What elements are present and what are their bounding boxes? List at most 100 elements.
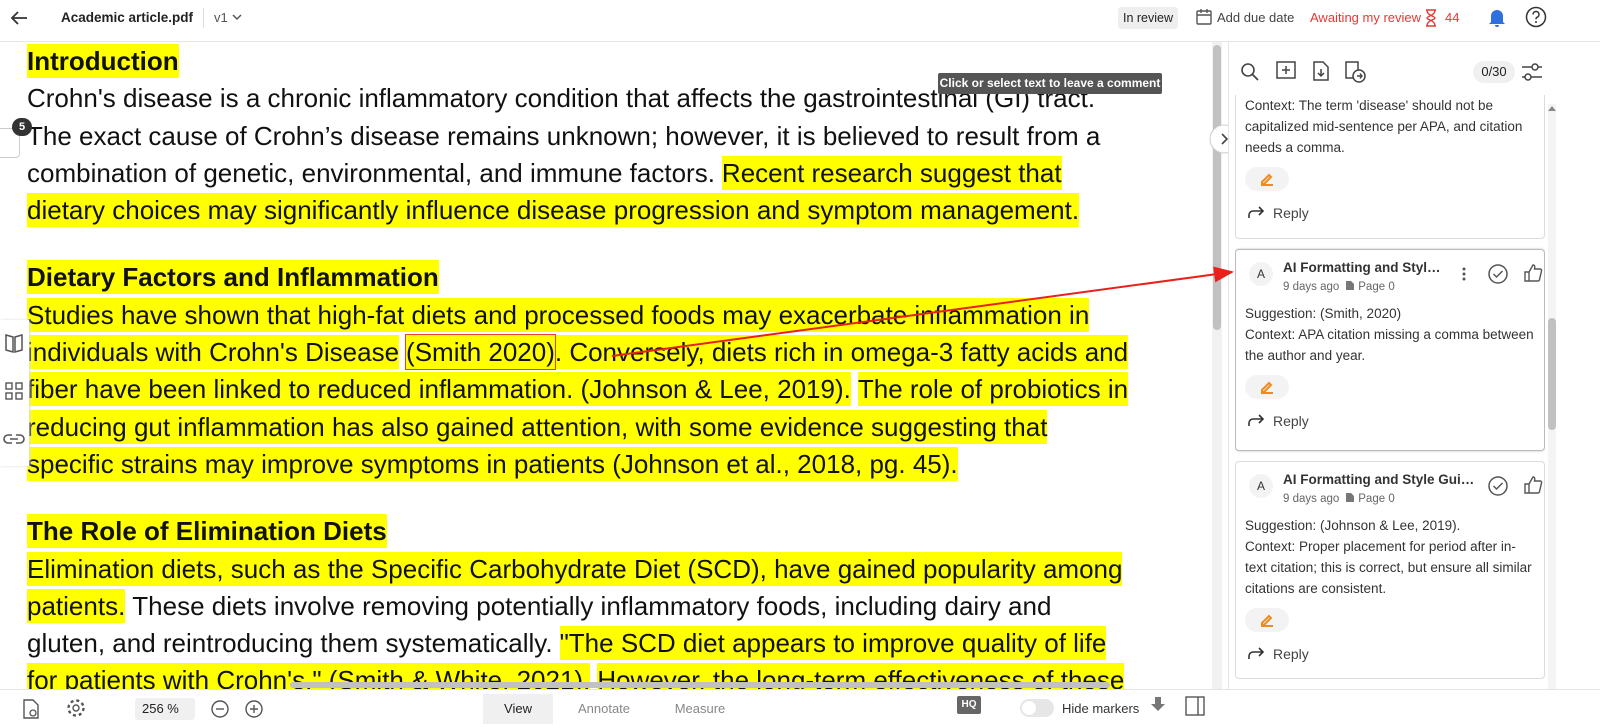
suggestion: Suggestion: (Johnson & Lee, 2019).: [1245, 518, 1461, 533]
review-label: Awaiting my review: [1310, 10, 1422, 25]
settings-icon[interactable]: [66, 698, 86, 718]
text-line: patients. These diets involve removing po…: [0, 588, 1210, 625]
edit-button[interactable]: [1245, 167, 1289, 191]
comment-header: A AI Formatting and Styl… 9 days ago Page 0: [1245, 250, 1543, 303]
text: Crohn's disease is a chronic inflammator…: [27, 83, 1096, 114]
comment-header: A AI Formatting and Style Gui… 9 days ago P…: [1245, 462, 1543, 515]
due-date[interactable]: Add due date: [1217, 10, 1295, 25]
text-line: gluten, and reintroducing them systemati…: [0, 625, 1210, 662]
like-icon[interactable]: [1523, 263, 1543, 283]
like-icon[interactable]: [1523, 475, 1543, 495]
avatar: A: [1249, 262, 1273, 286]
heading: Introduction: [27, 44, 179, 78]
reply[interactable]: Reply: [1245, 642, 1535, 666]
text-line: fiber have been linked to reduced inflam…: [0, 371, 1210, 408]
context: Context: The term 'disease' should not b…: [1245, 98, 1523, 155]
comment-list: Context: The term 'disease' should not b…: [1235, 95, 1545, 690]
scroll-thumb-horizontal[interactable]: [290, 682, 1110, 688]
text: The exact cause of Crohn’s disease remai…: [27, 120, 1101, 151]
page-icon[interactable]: [1344, 492, 1356, 503]
toggle[interactable]: [1020, 699, 1054, 717]
scroll-up[interactable]: [1547, 104, 1557, 112]
text-line: Crohn's disease is a chronic inflammator…: [0, 80, 1210, 117]
book-icon[interactable]: [4, 332, 24, 354]
download-icon[interactable]: [1150, 696, 1166, 714]
pencil-icon[interactable]: [1259, 379, 1275, 395]
file-icon[interactable]: [22, 698, 40, 720]
reply[interactable]: Reply: [1245, 409, 1535, 433]
add-comment-icon[interactable]: [1275, 60, 1297, 82]
section: Introduction Crohn's disease is a chronic…: [0, 43, 1210, 229]
mode-tab[interactable]: Measure: [674, 701, 726, 716]
section: Dietary Factors and Inflammation Studies …: [0, 259, 1210, 483]
highlighted-text: Elimination diets, such as the Specific …: [27, 551, 1123, 586]
document[interactable]: Introduction Crohn's disease is a chronic…: [0, 42, 1210, 689]
heading-line: Dietary Factors and Inflammation: [0, 259, 1210, 296]
reply-icon[interactable]: [1247, 414, 1265, 428]
text: gluten, and reintroducing them systemati…: [27, 628, 553, 659]
resolve-icon[interactable]: [1487, 475, 1509, 497]
grid-icon[interactable]: [5, 382, 23, 400]
scroll-thumb[interactable]: [1213, 45, 1221, 330]
time: 9 days ago: [1283, 493, 1340, 505]
search-icon[interactable]: [1240, 62, 1260, 82]
highlighted-text: . Conversely, diets rich in omega-3 fatt…: [554, 335, 1129, 370]
quality-badge[interactable]: HQ: [957, 696, 981, 714]
link-icon[interactable]: [3, 432, 25, 446]
comment-card[interactable]: A AI Formatting and Styl… 9 days ago Page 0…: [1235, 249, 1545, 451]
help-icon[interactable]: [1525, 6, 1547, 28]
comment-body: Suggestion: (Johnson & Lee, 2019). Contex…: [1245, 515, 1535, 599]
highlighted-text: dietary choices may significantly influe…: [27, 193, 1080, 228]
panel-toggle[interactable]: [1185, 696, 1205, 716]
comment-body: Context: The term 'disease' should not b…: [1245, 95, 1535, 158]
text-line: reducing gut inflammation has also gaine…: [0, 409, 1210, 446]
page: Page 0: [1358, 493, 1395, 505]
comment-meta: 9 days ago Page 0: [1283, 280, 1395, 293]
page-icon[interactable]: [1344, 280, 1356, 291]
highlighted-text: Studies have shown that high-fat diets a…: [27, 297, 1090, 332]
highlighted-text: The role of probiotics in: [857, 372, 1129, 407]
hide-markers[interactable]: Hide markers: [1062, 701, 1140, 716]
pencil-icon[interactable]: [1259, 171, 1275, 187]
resolve-icon[interactable]: [1487, 263, 1509, 285]
pencil-icon[interactable]: [1259, 612, 1275, 628]
zoom-level[interactable]: 256 %: [135, 698, 195, 720]
back-button[interactable]: [9, 8, 29, 28]
bell-icon[interactable]: [1487, 7, 1507, 27]
more-icon[interactable]: [1461, 266, 1467, 282]
comment-card[interactable]: A AI Formatting and Style Gui… 9 days ago P…: [1235, 461, 1545, 679]
export-icon[interactable]: [1311, 60, 1331, 82]
side-tab[interactable]: [0, 128, 20, 158]
zoom-out[interactable]: [209, 698, 231, 720]
highlighted-text: Recent research suggest that: [721, 155, 1062, 190]
highlighted-text: individuals with Crohn's Disease: [27, 335, 400, 370]
mode-tab[interactable]: Annotate: [577, 701, 631, 716]
comment-body: Suggestion: (Smith, 2020) Context: APA ci…: [1245, 303, 1535, 366]
reply-icon[interactable]: [1247, 647, 1265, 661]
edit-button[interactable]: [1245, 375, 1289, 399]
file-name: Academic article.pdf: [61, 10, 194, 25]
hourglass-icon: [1426, 9, 1436, 27]
avatar: A: [1249, 474, 1273, 498]
mode-tab[interactable]: View: [483, 694, 553, 724]
reply-icon[interactable]: [1247, 206, 1265, 220]
highlighted-text: fiber have been linked to reduced inflam…: [27, 372, 851, 407]
filter-icon[interactable]: [1521, 62, 1543, 82]
zoom-in[interactable]: [243, 698, 265, 720]
comment-counter: 0/30: [1473, 61, 1515, 83]
comment-meta: 9 days ago Page 0: [1283, 492, 1395, 505]
comment-card[interactable]: Context: The term 'disease' should not b…: [1235, 95, 1545, 239]
comments-panel: [1228, 42, 1600, 689]
context: Context: APA citation missing a comma be…: [1245, 327, 1534, 363]
sync-icon[interactable]: [1343, 60, 1367, 84]
heading-line: The Role of Elimination Diets: [0, 513, 1210, 550]
citation[interactable]: (Smith 2020): [405, 334, 556, 371]
tooltip: Click or select text to leave a comment: [938, 73, 1162, 94]
panel-scroll-thumb[interactable]: [1548, 318, 1556, 430]
reply[interactable]: Reply: [1245, 201, 1535, 225]
edit-button[interactable]: [1245, 608, 1289, 632]
section: The Role of Elimination Diets Elimination…: [0, 513, 1210, 689]
version[interactable]: v1: [214, 10, 228, 25]
text-line: Elimination diets, such as the Specific …: [0, 551, 1210, 588]
